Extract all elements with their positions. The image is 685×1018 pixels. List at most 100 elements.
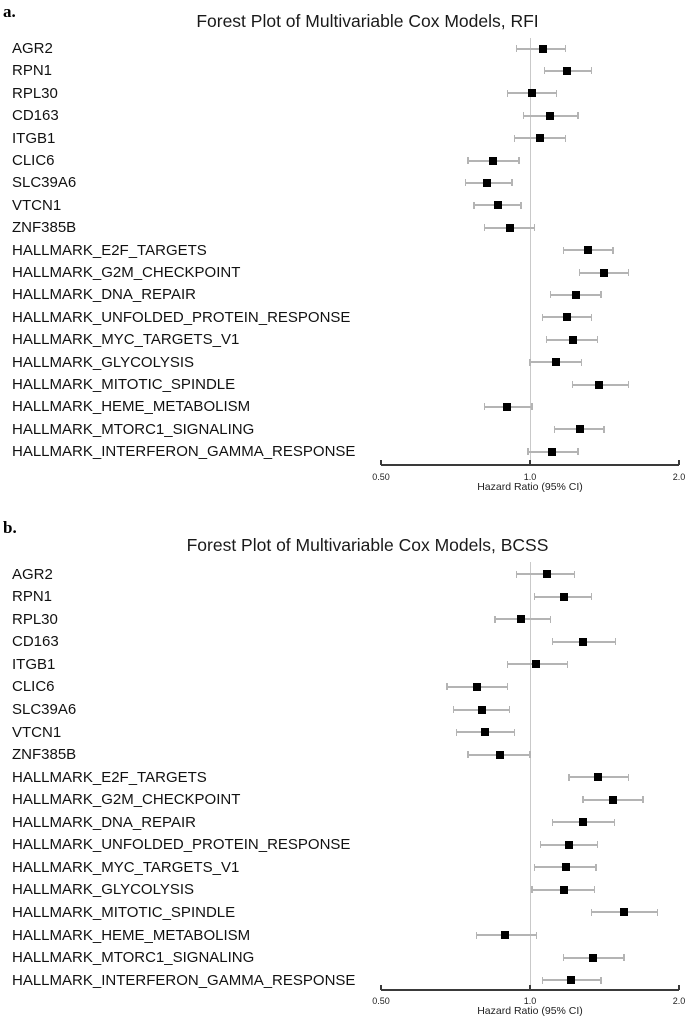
x-axis-tick-label: 1.0 <box>523 996 537 1006</box>
point-marker <box>496 750 505 759</box>
panel-b-title: Forest Plot of Multivariable Cox Models,… <box>186 535 549 555</box>
point-marker <box>563 313 572 322</box>
forest-row-label: ZNF385B <box>12 219 77 237</box>
ci-cap-left <box>539 841 542 849</box>
forest-row-label: HALLMARK_MYC_TARGETS_V1 <box>12 858 240 876</box>
ci-cap-right <box>600 976 602 984</box>
ci-cap-right <box>656 908 659 916</box>
ci-cap-right <box>627 269 630 276</box>
ci-cap-right <box>518 157 520 164</box>
x-axis-tick-label: 0.50 <box>372 472 390 482</box>
reference-line <box>529 38 531 465</box>
x-axis-tick <box>380 459 382 465</box>
forest-row-label: HALLMARK_G2M_CHECKPOINT <box>12 264 241 281</box>
forest-row-label: HALLMARK_E2F_TARGETS <box>12 768 207 786</box>
ci-cap-right <box>508 706 511 713</box>
point-marker <box>483 178 492 187</box>
ci-cap-left <box>551 638 554 646</box>
x-axis-line <box>381 464 679 466</box>
forest-row-label: CD163 <box>12 107 59 125</box>
ci-cap-right <box>506 683 509 691</box>
ci-cap-left <box>464 179 467 187</box>
forest-row-label: HALLMARK_DNA_REPAIR <box>12 286 196 304</box>
point-marker <box>532 660 541 669</box>
ci-cap-left <box>590 908 593 916</box>
ci-cap-left <box>582 796 584 804</box>
point-marker <box>548 447 557 456</box>
ci-cap-left <box>527 448 529 456</box>
forest-row-label: AGR2 <box>12 40 53 57</box>
point-marker <box>588 953 597 962</box>
ci-cap-left <box>549 291 552 299</box>
point-marker <box>584 246 593 255</box>
x-axis-tick-label: 2.0 <box>672 472 685 482</box>
ci-cap-right <box>627 381 630 388</box>
forest-row-label: VTCN1 <box>12 723 62 741</box>
ci-cap-left <box>513 134 516 142</box>
ci-cap-right <box>642 796 644 804</box>
point-marker <box>480 728 489 737</box>
panel-a-title: Forest Plot of Multivariable Cox Models,… <box>196 11 539 31</box>
forest-row-label: RPN1 <box>12 588 53 606</box>
point-marker <box>503 402 512 411</box>
x-axis-tick <box>529 459 531 465</box>
point-marker <box>563 66 572 75</box>
ci-cap-left <box>483 403 486 411</box>
forest-row-label: HALLMARK_MTORC1_SIGNALING <box>12 949 255 967</box>
ci-cap-right <box>603 425 605 433</box>
ci-cap-right <box>533 224 535 232</box>
ci-cap-right <box>529 751 531 759</box>
ci-cap-left <box>568 773 570 781</box>
ci-cap-right <box>612 246 614 254</box>
ci-cap-left <box>446 683 448 691</box>
ci-cap-left <box>467 751 469 759</box>
x-axis-line <box>381 989 679 991</box>
ci-cap-left <box>515 45 518 52</box>
forest-row-label: AGR2 <box>12 565 53 583</box>
ci-cap-right <box>623 954 625 962</box>
ci-cap-left <box>553 425 556 433</box>
ci-cap-right <box>564 134 567 142</box>
point-marker <box>538 44 547 53</box>
ci-cap-right <box>549 615 552 623</box>
point-marker <box>505 223 514 232</box>
forest-row-label: RPL30 <box>12 610 58 628</box>
x-axis-tick <box>678 459 680 465</box>
forest-row-label: RPL30 <box>12 84 58 102</box>
x-axis-tick-label: 0.50 <box>372 996 390 1006</box>
ci-cap-left <box>455 728 458 736</box>
ci-cap-left <box>506 89 509 97</box>
point-marker <box>542 570 551 579</box>
ci-cap-left <box>571 381 574 388</box>
forest-row-label: HALLMARK_INTERFERON_GAMMA_RESPONSE <box>12 443 356 461</box>
ci-cap-right <box>595 863 597 871</box>
ci-cap-right <box>520 201 522 209</box>
ci-cap-left <box>541 313 544 321</box>
ci-cap-right <box>580 358 583 366</box>
point-marker <box>559 592 568 601</box>
ci-cap-right <box>535 931 538 939</box>
forest-row-label: HALLMARK_HEME_METABOLISM <box>12 926 251 944</box>
forest-row-label: SLC39A6 <box>12 701 77 718</box>
point-marker <box>493 201 502 210</box>
ci-cap-left <box>578 269 581 276</box>
ci-cap-left <box>452 706 455 713</box>
point-marker <box>579 637 588 646</box>
x-axis-tick-label: 1.0 <box>523 472 537 482</box>
point-marker <box>599 268 608 277</box>
ci-cap-left <box>494 615 496 623</box>
ci-cap-right <box>614 638 617 646</box>
ci-cap-left <box>562 246 565 254</box>
ci-cap-left <box>473 201 475 209</box>
ci-cap-left <box>506 660 509 668</box>
forest-row-label: HALLMARK_GLYCOLYSIS <box>12 881 195 899</box>
point-marker <box>561 863 570 872</box>
forest-row-label: HALLMARK_UNFOLDED_PROTEIN_RESPONSE <box>12 836 351 854</box>
point-marker <box>552 358 561 367</box>
forest-row-label: HALLMARK_DNA_REPAIR <box>12 813 196 831</box>
point-marker <box>488 156 497 165</box>
ci-cap-right <box>600 291 602 299</box>
ci-cap-left <box>562 954 565 962</box>
ci-cap-right <box>596 841 599 849</box>
point-marker <box>478 705 487 714</box>
